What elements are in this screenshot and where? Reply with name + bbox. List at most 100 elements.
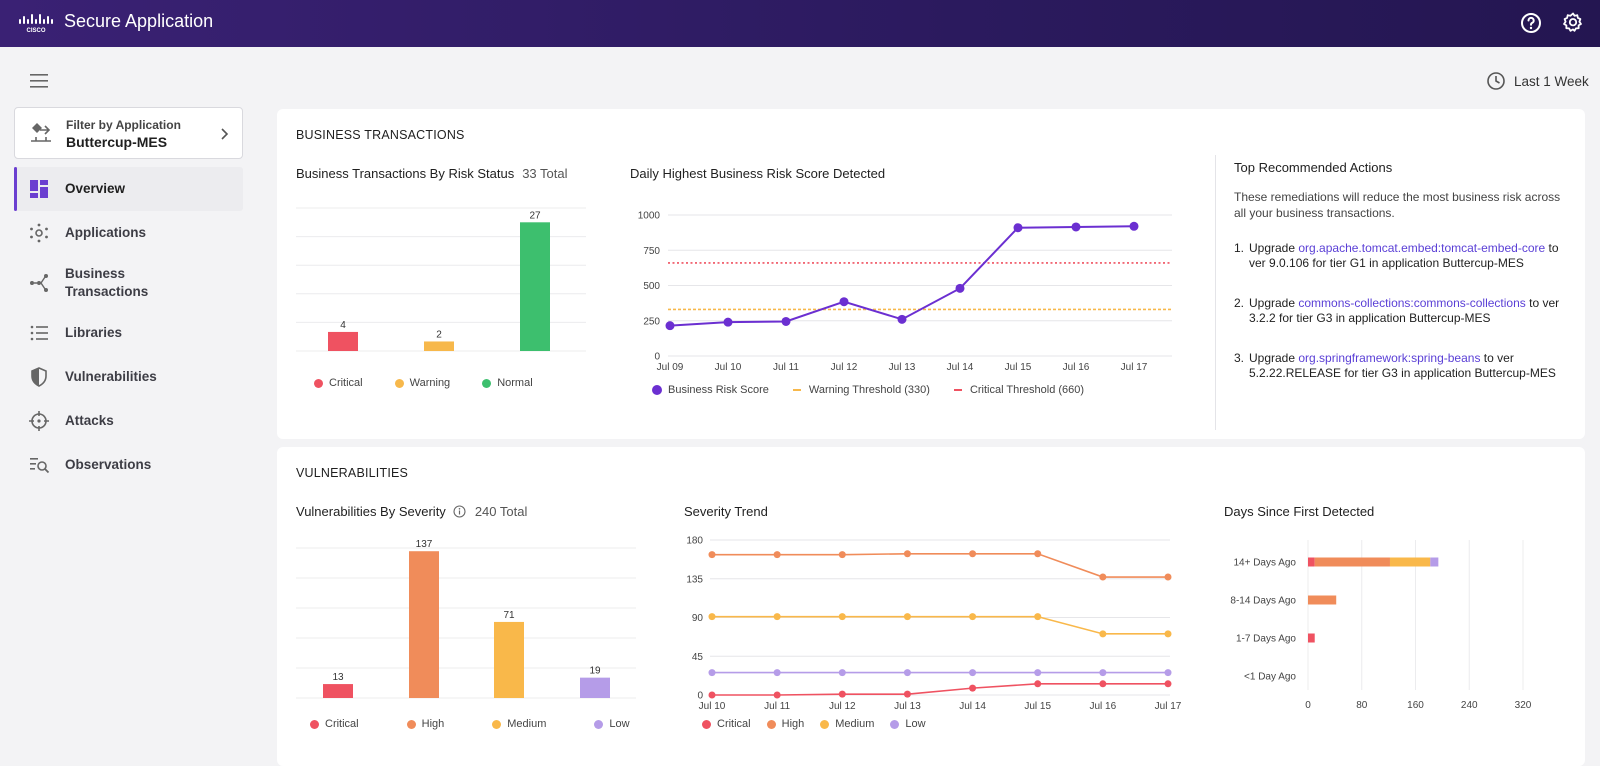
legend-dash [792, 389, 801, 391]
x-tick-label: Jul 14 [959, 701, 986, 712]
cisco-logo-icon: CISCO [19, 14, 53, 34]
legend-dot [394, 378, 404, 388]
sidebar-item-business-transactions[interactable]: Business Transactions [14, 255, 243, 311]
filter-value: Buttercup-MES [66, 134, 168, 150]
trend-point-critical [1099, 680, 1107, 688]
settings-gear-icon[interactable] [1561, 11, 1585, 35]
trend-point-low [708, 669, 716, 677]
legend-low: Low [890, 718, 926, 730]
action-app: Buttercup-MES [1409, 311, 1491, 325]
action-text: Upgrade [1249, 241, 1299, 255]
trend-point-critical [708, 691, 716, 699]
trend-point-medium [708, 613, 716, 621]
info-icon[interactable] [453, 505, 466, 518]
trend-point-high [708, 551, 716, 559]
trend-point-medium [838, 613, 846, 621]
legend-business-risk: Business Risk Score [652, 384, 769, 396]
search-list-icon [30, 458, 50, 474]
sidebar-item-attacks[interactable]: Attacks [14, 399, 243, 443]
days-detected-bar-chart: 0 80 160 240 320 14+ Days Ago 8-14 Days Ago 1-7… [1230, 540, 1532, 711]
legend-dot [820, 719, 830, 729]
library-link[interactable]: org.springframework:spring-beans [1298, 351, 1481, 365]
trend-point-medium [1034, 613, 1042, 621]
trend-point-medium [903, 613, 911, 621]
legend-label: Warning Threshold (330) [808, 384, 930, 396]
trend-point-low [773, 669, 781, 677]
time-range-label: Last 1 Week [1514, 73, 1589, 89]
clock-icon [1487, 72, 1505, 90]
trend-point-high [1164, 573, 1172, 581]
x-tick-label: 320 [1515, 700, 1532, 711]
legend-medium: Medium [820, 718, 874, 730]
legend-label: Low [609, 718, 630, 730]
x-tick-label: 0 [1305, 700, 1311, 711]
crosshair-icon [29, 411, 49, 431]
time-range-selector[interactable]: Last 1 Week [1486, 70, 1589, 92]
stacked-bar-critical [1308, 557, 1315, 567]
legend-dot [314, 378, 323, 388]
daily-risk-legend: Business Risk Score Warning Threshold (3… [652, 384, 1102, 396]
x-tick-label: Jul 15 [1005, 362, 1032, 373]
sidebar-item-observations[interactable]: Observations [14, 443, 243, 487]
trend-line-high [712, 552, 1168, 578]
daily-risk-line-chart: 0 250 500 750 1000 Jul 09 Jul 10 Jul 11 Jul 12 Ju… [638, 211, 1172, 373]
y-tick-label: 135 [686, 574, 703, 585]
library-link[interactable]: org.apache.tomcat.embed:tomcat-embed-cor… [1298, 241, 1546, 255]
legend-label: Business Risk Score [668, 384, 769, 396]
stacked-bar-critical [1308, 633, 1315, 643]
y-category-label: 8-14 Days Ago [1230, 596, 1296, 607]
trend-point-medium [1099, 630, 1107, 638]
trend-point-low [1034, 669, 1042, 677]
severity-trend-title: Severity Trend [684, 504, 768, 519]
legend-dot [652, 385, 662, 395]
action-text: Upgrade [1249, 351, 1299, 365]
sidebar-item-label: Business Transactions [65, 266, 149, 299]
stacked-bar-low [1430, 557, 1439, 567]
shield-icon [31, 367, 47, 387]
trend-point-critical [1164, 680, 1172, 688]
legend-label: Medium [507, 718, 547, 730]
legend-warning: Warning [394, 377, 450, 389]
action-text: in application [1332, 311, 1410, 325]
sidebar-item-overview[interactable]: Overview [14, 167, 243, 211]
daily-risk-title: Daily Highest Business Risk Score Detect… [630, 166, 886, 181]
x-tick-label: Jul 16 [1090, 701, 1117, 712]
sidebar-item-vulnerabilities[interactable]: Vulnerabilities [14, 355, 243, 399]
actions-title: Top Recommended Actions [1234, 160, 1393, 175]
library-link[interactable]: commons-collections:commons-collections [1298, 296, 1526, 310]
sidebar-item-label: Libraries [65, 325, 123, 340]
trend-point-medium [773, 613, 781, 621]
help-icon[interactable] [1519, 11, 1543, 35]
vulnerabilities-panel-title: VULNERABILITIES [296, 466, 409, 480]
trend-point-low [1164, 669, 1172, 677]
sidebar-item-label: Observations [65, 457, 152, 472]
risk-score-line [669, 225, 1135, 327]
risk-score-point [723, 317, 733, 327]
trend-point-critical [1034, 680, 1042, 688]
bar-critical [328, 331, 358, 351]
bar-warning [424, 341, 454, 351]
trend-point-low [838, 669, 846, 677]
x-tick-label: Jul 17 [1121, 362, 1148, 373]
hamburger-menu-icon[interactable] [29, 72, 51, 90]
action-text: to ver [1525, 296, 1560, 310]
sidebar-item-libraries[interactable]: Libraries [14, 311, 243, 355]
action-version: 5.2.22.RELEASE [1249, 366, 1342, 380]
severity-total: 240 Total [474, 504, 528, 519]
action-text: in application [1365, 256, 1443, 270]
sidebar-item-applications[interactable]: Applications [14, 211, 243, 255]
x-tick-label: Jul 09 [657, 362, 684, 373]
action-tier: G3 [1316, 311, 1333, 325]
y-tick-label: 1000 [638, 211, 661, 222]
recommended-actions: Top Recommended Actions These remediatio… [1234, 160, 1569, 406]
y-tick-label: 180 [686, 536, 703, 547]
chevron-right-icon [221, 128, 229, 140]
action-number: 3. [1234, 351, 1245, 365]
filter-by-application[interactable]: Filter by Application Buttercup-MES [14, 107, 243, 159]
action-text: for tier [1341, 366, 1382, 380]
action-tier: G3 [1381, 366, 1398, 380]
legend-label: High [421, 718, 445, 730]
trend-point-critical [903, 690, 911, 698]
action-tier: G1 [1349, 256, 1366, 270]
action-version: 3.2.2 [1249, 311, 1276, 325]
